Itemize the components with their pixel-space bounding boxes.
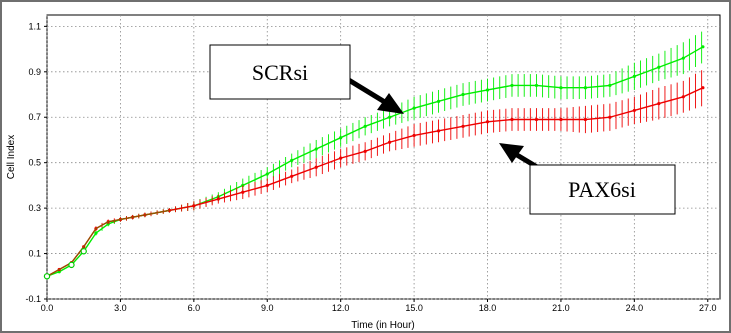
- start-marker: [80, 248, 87, 255]
- data-point-scrsi: [363, 124, 367, 128]
- data-point-scrsi: [94, 231, 98, 235]
- x-tick-label: 0.0: [41, 303, 54, 313]
- data-point-pax6si: [314, 165, 318, 169]
- y-tick-label: 0.1: [28, 249, 41, 259]
- start-marker: [68, 261, 75, 269]
- data-point-pax6si: [485, 120, 490, 124]
- data-point-pax6si: [363, 149, 367, 153]
- data-point-pax6si: [290, 174, 294, 178]
- data-point-scrsi: [412, 106, 416, 110]
- data-point-scrsi: [290, 158, 294, 163]
- data-point-pax6si: [265, 183, 269, 187]
- data-point-pax6si: [436, 129, 441, 133]
- data-point-scrsi: [265, 172, 269, 176]
- x-tick-label: 27.0: [699, 303, 717, 313]
- data-point-pax6si: [632, 108, 636, 113]
- data-point-scrsi: [339, 136, 343, 140]
- data-point-scrsi: [388, 115, 392, 119]
- data-point-pax6si: [510, 117, 514, 122]
- pax6si-arrow-head: [499, 143, 524, 163]
- overlap-line: [46, 209, 170, 277]
- y-tick-label: 0.7: [28, 112, 41, 122]
- y-tick-label: 0.5: [28, 158, 41, 168]
- x-axis-label: Time (in Hour): [351, 320, 415, 331]
- data-point-scrsi: [57, 270, 61, 274]
- x-tick-label: 3.0: [114, 303, 127, 313]
- x-tick-label: 24.0: [626, 303, 644, 313]
- data-point-pax6si: [583, 117, 588, 122]
- data-point-scrsi: [510, 83, 514, 88]
- data-point-pax6si: [534, 117, 539, 122]
- y-axis-label: Cell Index: [6, 135, 17, 179]
- scrsi-arrow-head: [377, 93, 404, 114]
- y-tick-label: 0.9: [28, 67, 41, 77]
- data-point-scrsi: [559, 86, 563, 90]
- pax6si-callout: PAX6si: [499, 143, 676, 215]
- data-point-pax6si: [339, 156, 343, 160]
- data-point-pax6si: [216, 197, 220, 201]
- y-tick-label: 1.1: [28, 21, 41, 31]
- x-tick-label: 12.0: [332, 303, 350, 313]
- data-point-pax6si: [388, 140, 392, 144]
- scrsi-callout-box: [209, 44, 351, 100]
- data-point-pax6si: [192, 204, 196, 208]
- data-point-scrsi: [632, 74, 636, 78]
- data-point-pax6si: [657, 102, 661, 106]
- series-layer: [43, 31, 705, 280]
- data-point-scrsi: [681, 56, 685, 60]
- scrsi-callout: SCRsi: [209, 44, 404, 114]
- series-line-scrsi: [46, 46, 704, 277]
- x-tick-label: 21.0: [552, 303, 570, 313]
- scrsi-callout-label: SCRsi: [252, 60, 308, 85]
- data-point-scrsi: [461, 92, 465, 97]
- y-tick-label: -0.1: [25, 294, 41, 304]
- data-point-scrsi: [608, 83, 612, 88]
- x-tick-label: 9.0: [261, 303, 274, 313]
- x-tick-label: 15.0: [405, 303, 423, 313]
- plot-area: [46, 14, 721, 300]
- x-tick-label: 6.0: [188, 303, 201, 313]
- data-point-pax6si: [701, 86, 705, 90]
- data-point-pax6si: [608, 115, 612, 119]
- data-point-pax6si: [461, 124, 465, 128]
- data-point-scrsi: [583, 86, 588, 90]
- x-tick-label: 18.0: [479, 303, 497, 313]
- data-point-pax6si: [559, 117, 563, 122]
- pax6si-callout-label: PAX6si: [568, 177, 636, 202]
- data-point-pax6si: [241, 190, 245, 194]
- tick-layer: 0.0 3.0 6.0 9.0 12.0 15.0 18.0 21.0 24.0 27.0 -0.1…: [25, 21, 716, 313]
- data-point-scrsi: [485, 88, 490, 92]
- data-point-pax6si: [412, 133, 416, 138]
- data-point-pax6si: [681, 95, 685, 99]
- start-marker: [43, 273, 51, 280]
- data-point-scrsi: [657, 65, 661, 69]
- pax6si-callout-box: [529, 164, 676, 215]
- y-tick-label: 0.3: [28, 203, 41, 213]
- data-point-scrsi: [701, 45, 705, 49]
- data-point-scrsi: [534, 83, 539, 88]
- data-point-scrsi: [436, 99, 441, 103]
- data-point-scrsi: [314, 147, 318, 151]
